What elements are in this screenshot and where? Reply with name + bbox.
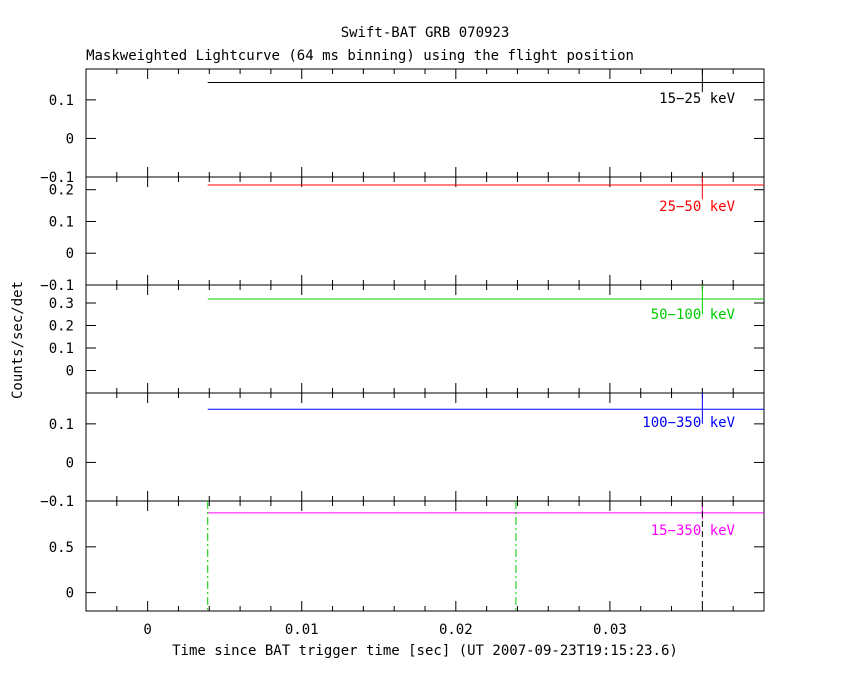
chart-subtitle: Maskweighted Lightcurve (64 ms binning) …: [86, 48, 634, 64]
y-axis-label: Counts/sec/det: [10, 281, 26, 399]
y-tick-label: 0: [66, 586, 74, 602]
y-tick-label: 0.1: [49, 417, 74, 433]
y-tick-label: 0.1: [49, 341, 74, 357]
y-tick-label: 0.5: [49, 540, 74, 556]
x-tick-label: 0.03: [593, 622, 627, 638]
y-tick-label: −0.1: [40, 170, 74, 186]
y-tick-label: −0.1: [40, 278, 74, 294]
y-tick-label: 0: [66, 131, 74, 147]
y-tick-label: 0.2: [49, 319, 74, 335]
x-tick-label: 0: [143, 622, 151, 638]
y-tick-label: 0.3: [49, 296, 74, 312]
x-axis-label: Time since BAT trigger time [sec] (UT 20…: [172, 643, 678, 659]
y-tick-label: 0: [66, 455, 74, 471]
y-tick-label: 0: [66, 246, 74, 262]
band-label: 100−350 keV: [642, 415, 735, 431]
band-label: 15−25 keV: [659, 91, 735, 107]
band-label: 15−350 keV: [651, 523, 736, 539]
band-label: 25−50 keV: [659, 199, 735, 215]
y-tick-label: 0.1: [49, 214, 74, 230]
y-tick-label: 0: [66, 364, 74, 380]
y-tick-label: −0.1: [40, 494, 74, 510]
panel-frame: [85, 284, 765, 394]
chart-title: Swift-BAT GRB 070923: [341, 25, 510, 41]
panel-frame: [85, 500, 765, 612]
x-tick-label: 0.01: [285, 622, 319, 638]
y-tick-label: 0.2: [49, 183, 74, 199]
panel-frame: [85, 68, 765, 178]
y-tick-label: 0.1: [49, 93, 74, 109]
panel-frame: [85, 176, 765, 286]
band-label: 50−100 keV: [651, 307, 736, 323]
x-tick-label: 0.02: [439, 622, 473, 638]
chart-panels: −0.1 0 0.1 15−25 keV −0.1 0 0.1 0.2 25−50 keV 0 0.…: [40, 68, 765, 638]
